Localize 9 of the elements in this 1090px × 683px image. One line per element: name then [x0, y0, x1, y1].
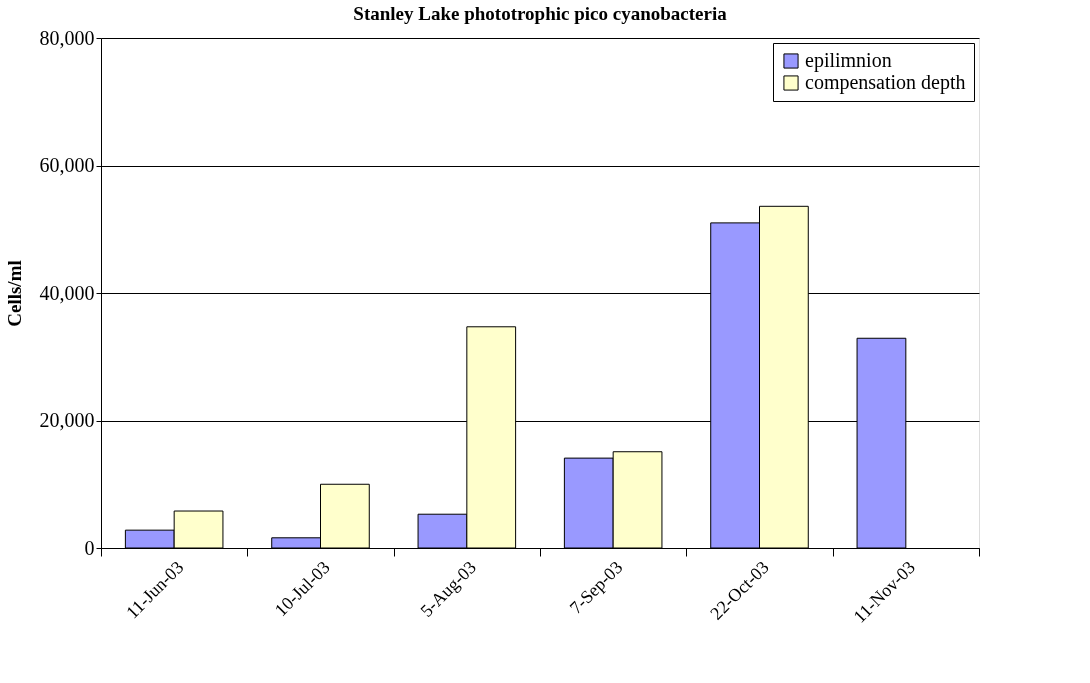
y-tick-label: 40,000 [39, 281, 95, 304]
y-axis-title: Cells/ml [3, 260, 25, 327]
y-tick-label: 20,000 [39, 409, 95, 431]
legend-label: epilimnion [805, 49, 892, 72]
legend-label: compensation depth [805, 71, 966, 94]
y-tick-label: 80,000 [39, 26, 95, 49]
y-tick-label: 60,000 [39, 154, 95, 176]
y-tick-label: 0 [84, 536, 95, 559]
chart-title: Stanley Lake phototrophic pico cyanobacteria [353, 3, 728, 24]
